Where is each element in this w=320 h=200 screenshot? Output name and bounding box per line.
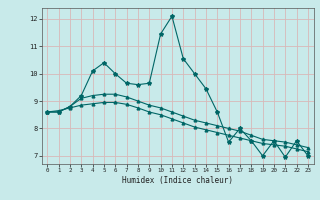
X-axis label: Humidex (Indice chaleur): Humidex (Indice chaleur) [122, 176, 233, 185]
